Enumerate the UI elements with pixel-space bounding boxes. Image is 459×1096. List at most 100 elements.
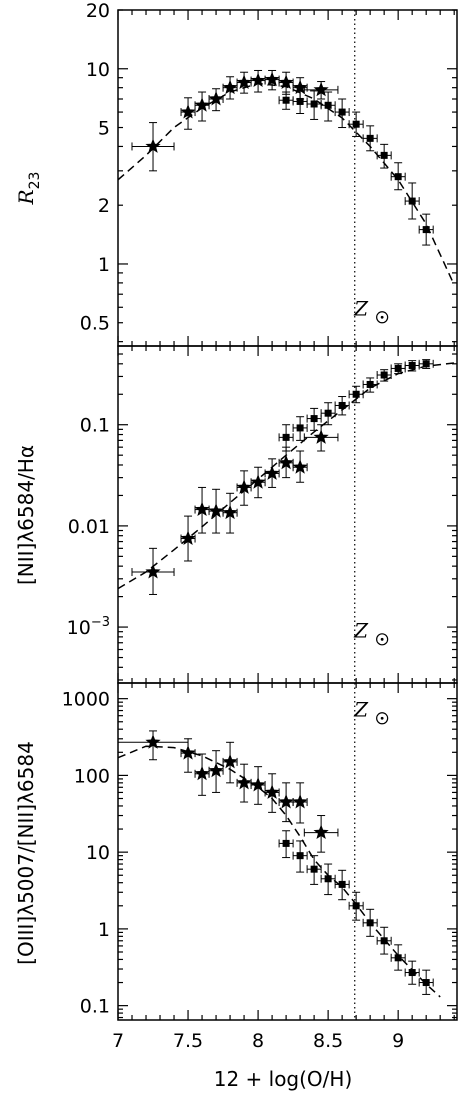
y-tick-label: 0.1 <box>80 415 110 437</box>
plot-frame <box>117 682 458 1021</box>
star-point <box>208 91 224 106</box>
square-point <box>422 360 430 368</box>
star-point <box>250 72 266 88</box>
star-point <box>264 71 280 87</box>
star-point <box>313 81 329 97</box>
plot-area <box>118 69 455 286</box>
square-point <box>394 954 402 962</box>
star-point <box>278 794 294 809</box>
y-axis-label-oiii-nii: [OIII]λ5007/[NII]λ6584 <box>14 741 38 965</box>
square-point <box>408 361 416 369</box>
star-point <box>278 74 294 90</box>
star-point <box>194 501 210 517</box>
model-curve <box>118 82 455 286</box>
star-point <box>180 745 196 760</box>
y-tick-label: 10−3 <box>67 615 110 639</box>
square-point <box>338 108 346 116</box>
y-tick-label: 10 <box>86 842 110 864</box>
square-point <box>422 226 430 234</box>
sun-symbol-dot <box>380 315 384 319</box>
y-tick-label: 10 <box>86 59 110 81</box>
square-point <box>282 96 290 104</box>
sun-symbol-dot <box>380 637 384 641</box>
star-point <box>208 762 224 778</box>
star-point <box>180 104 196 119</box>
star-point <box>250 777 266 792</box>
square-point <box>296 424 304 432</box>
star-point <box>222 504 238 520</box>
square-point <box>310 415 318 423</box>
y-tick-label: 100 <box>74 765 110 787</box>
x-tick-label: 7.5 <box>173 1030 203 1052</box>
sun-symbol-icon <box>376 633 389 646</box>
square-point <box>296 852 304 860</box>
star-point <box>313 824 329 840</box>
y-axis-label-r23: R23 <box>14 172 43 206</box>
square-point <box>408 969 416 977</box>
star-point <box>180 530 196 546</box>
x-axis-label: 12 + log(O/H) <box>214 1067 353 1091</box>
square-point <box>394 364 402 372</box>
star-point <box>250 474 266 489</box>
square-point <box>282 839 290 847</box>
solar-annotation: Z <box>353 618 369 642</box>
x-tick-label: 8 <box>252 1030 264 1052</box>
star-point <box>264 784 280 799</box>
star-point <box>208 503 224 518</box>
square-point <box>380 371 388 379</box>
square-point <box>324 409 332 417</box>
square-point <box>296 97 304 105</box>
plot-area <box>118 730 441 998</box>
star-point <box>145 734 161 749</box>
star-point <box>292 79 308 95</box>
plot-area <box>118 359 457 595</box>
square-point <box>380 151 388 159</box>
y-tick-label: 2 <box>98 195 110 217</box>
square-point <box>422 979 430 987</box>
square-point <box>324 101 332 109</box>
star-point <box>264 465 280 480</box>
y-tick-label: 0.01 <box>68 516 110 538</box>
star-point <box>292 794 308 809</box>
star-point <box>145 138 161 153</box>
star-point <box>222 753 238 769</box>
y-tick-label: 1 <box>98 919 110 941</box>
square-point <box>282 433 290 441</box>
solar-annotation: Z <box>353 296 369 320</box>
square-point <box>380 937 388 945</box>
panel-r23: 0.5 1 2 5 10 20 Z <box>80 0 458 347</box>
square-point <box>366 134 374 142</box>
square-point <box>310 865 318 873</box>
y-tick-label: 5 <box>98 118 110 140</box>
square-point <box>352 902 360 910</box>
y-tick-label: 1000 <box>62 689 110 711</box>
square-point <box>324 875 332 883</box>
y-tick-label: 0.5 <box>80 313 110 335</box>
sun-symbol-dot <box>380 716 384 720</box>
star-point <box>292 459 308 474</box>
square-point <box>338 401 346 409</box>
star-point <box>278 454 294 470</box>
model-curve <box>118 361 457 590</box>
sun-symbol-icon <box>376 311 389 324</box>
y-tick-label-exponent: −3 <box>91 615 110 630</box>
star-point <box>194 765 210 781</box>
square-point <box>394 173 402 181</box>
star-point <box>236 479 252 494</box>
star-point <box>145 564 161 579</box>
model-curve <box>118 745 441 998</box>
plot-frame <box>117 9 458 347</box>
star-point <box>194 97 210 112</box>
x-tick-label: 7 <box>112 1030 124 1052</box>
square-point <box>352 390 360 398</box>
panel-nii-halpha: 10−3 0.01 0.1 Z <box>67 345 458 684</box>
square-point <box>408 197 416 205</box>
y-tick-label: 1 <box>98 254 110 276</box>
star-point <box>313 429 329 444</box>
square-point <box>310 100 318 108</box>
y-tick-label: 0.1 <box>80 996 110 1018</box>
solar-annotation: Z <box>353 697 369 721</box>
y-axis-label-nii-halpha: [NII]λ6584/Hα <box>14 445 38 585</box>
plot-frame <box>117 345 458 684</box>
